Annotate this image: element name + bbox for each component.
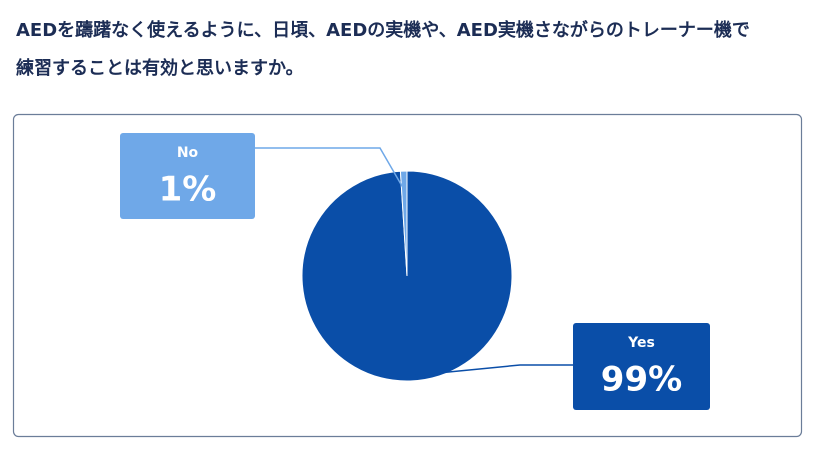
chart-title: 練習することは有効と思いますか。 <box>16 57 304 79</box>
chart-frame <box>12 113 803 438</box>
label-box <box>573 323 710 410</box>
leader-line <box>410 364 573 377</box>
label-category: Yes <box>627 335 655 351</box>
label-box <box>120 133 255 219</box>
data-label: 99% <box>601 360 682 400</box>
pie-slice <box>399 170 408 277</box>
chart-title: AEDを躊躇なく使えるように、日頃、AEDの実機や、AED実機さながらのトレーナ… <box>16 19 750 41</box>
data-label: 1% <box>159 170 217 210</box>
label-category: No <box>177 145 199 161</box>
leader-line <box>255 147 405 191</box>
